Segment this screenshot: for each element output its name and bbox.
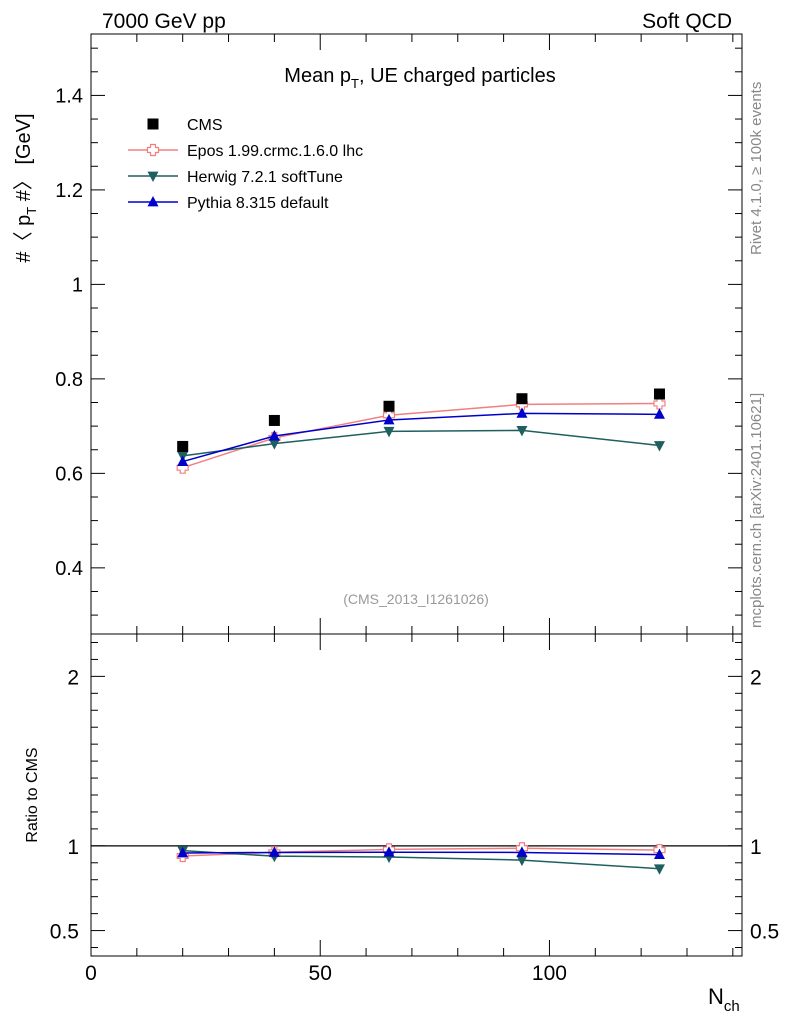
data-point [516,407,528,418]
legend-marker [147,195,159,207]
ratio-axis-ticks: 0.5 0.5 1 1 2 2 [50,641,779,949]
legend-label: Pythia 8.315 default [187,195,329,212]
ratio-ytick-label-right: 1 [750,836,762,859]
data-point [383,426,395,438]
legend-label: Epos 1.99.crmc.1.6.0 lhc [187,143,363,160]
rivet-label: Rivet 4.1.0, ≥ 100k events [748,82,765,255]
data-point [268,846,280,857]
data-point [653,864,665,875]
legend-marker [146,143,160,157]
main-ytick-label: 0.6 [55,463,83,485]
ratio-series [176,842,666,875]
plot-title-rest: , UE charged particles [359,65,556,87]
xlabel-sub: ch [724,998,740,1015]
main-ylabel-main: #〈 p [13,215,35,263]
main-ytick-label: 1 [72,274,83,296]
main-ytick-label: 1.2 [55,180,83,202]
data-point [177,846,189,858]
series-line [182,429,660,457]
data-point [177,440,189,452]
x-axis-ticks: 0 50 100 [85,34,734,985]
header-category-label: Soft QCD [642,10,732,33]
ratio-ytick-label-left: 1 [67,836,79,859]
xlabel: Nch [708,984,740,1015]
analysis-watermark: (CMS_2013_I1261026) [343,591,489,607]
data-point [516,393,528,405]
data-point [653,397,666,410]
ratio-ylabel: Ratio to CMS [24,747,41,842]
legend-label: CMS [187,117,223,134]
legend-marker [147,171,159,183]
data-point [516,846,528,857]
data-point [177,455,189,466]
plot-title-main: Mean p [284,65,351,87]
data-point [516,425,528,437]
data-point [383,413,395,425]
data-point [653,848,665,860]
data-point [516,855,528,867]
main-ylabel: #〈 pT #〉 [GeV] [13,113,39,262]
data-point [653,441,665,452]
main-axis-ticks: 0.4 0.6 0.8 1 1.2 1.4 [55,47,742,616]
main-ytick-label: 0.8 [55,369,83,391]
main-series [176,388,666,474]
data-point [653,408,665,419]
legend-marker [147,118,159,130]
main-ytick-label: 0.4 [55,558,83,580]
data-point [383,400,395,412]
ratio-ytick-label-right: 0.5 [750,921,779,944]
xtick-label: 100 [532,962,567,985]
legend: CMS Epos 1.99.crmc.1.6.0 lhc Herwig 7.2.1 … [128,117,363,212]
data-point [268,439,280,450]
xtick-label: 50 [309,962,332,985]
ratio-ytick-label-left: 2 [67,666,79,689]
data-point [268,429,280,441]
data-point [653,388,665,400]
xlabel-main: N [708,984,724,1009]
header-energy-label: 7000 GeV pp [102,10,226,33]
plot-title: Mean pT, UE charged particles [284,65,555,91]
ratio-ytick-label-left: 0.5 [50,921,79,944]
data-point [383,846,395,857]
mcplots-label: mcplots.cern.ch [arXiv:2401.10621] [748,393,765,628]
main-ylabel-sub: T [24,207,39,215]
plot-title-sub: T [351,76,359,91]
legend-label: Herwig 7.2.1 softTune [187,169,343,186]
data-point [268,414,280,426]
xtick-label: 0 [85,962,97,985]
ratio-ytick-label-right: 2 [750,666,762,689]
main-ytick-label: 1.4 [55,85,83,107]
ratio-plot-frame [90,633,743,957]
main-ylabel-rest: #〉 [GeV] [13,113,35,206]
